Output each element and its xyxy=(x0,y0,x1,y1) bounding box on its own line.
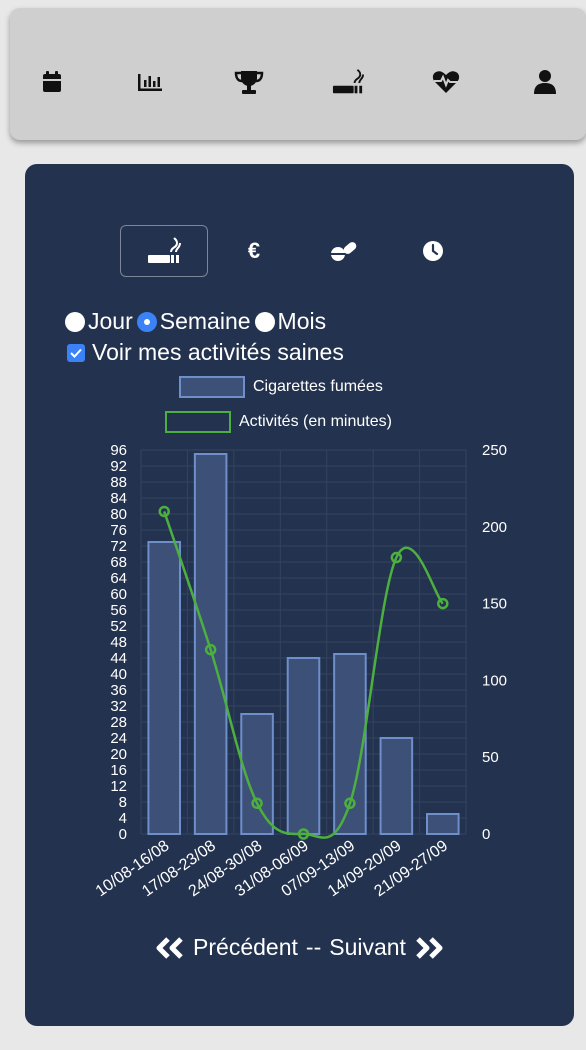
euro-icon: € xyxy=(247,238,261,263)
bar-chart-icon[interactable] xyxy=(134,66,166,98)
tab-medication[interactable] xyxy=(300,225,388,277)
y-left-tick-label: 4 xyxy=(119,810,127,827)
y-left-tick-label: 56 xyxy=(110,602,127,619)
activity-point xyxy=(437,597,449,610)
y-left-tick-label: 12 xyxy=(110,778,127,795)
clock-icon xyxy=(423,241,443,261)
y-right-tick-label: 200 xyxy=(482,519,507,536)
activity-point xyxy=(344,797,356,810)
radio-button-selected[interactable] xyxy=(136,311,157,332)
y-left-tick-label: 60 xyxy=(110,586,127,603)
legend-swatch xyxy=(179,376,245,398)
y-left-tick-label: 80 xyxy=(110,506,127,523)
y-left-tick-label: 36 xyxy=(110,682,127,699)
activity-point xyxy=(297,828,310,840)
y-left-tick-label: 84 xyxy=(110,490,127,507)
y-left-tick-label: 24 xyxy=(110,730,127,747)
legend-label: Activités (en minutes) xyxy=(239,413,392,430)
next-link[interactable]: Suivant xyxy=(329,934,444,961)
radio-semaine[interactable]: Semaine xyxy=(136,308,255,335)
y-left-tick-label: 40 xyxy=(110,666,127,683)
y-right-tick-label: 150 xyxy=(482,596,507,613)
y-left-tick-label: 44 xyxy=(110,650,127,667)
y-left-tick-label: 8 xyxy=(119,794,127,811)
activity-point xyxy=(390,551,403,564)
tab-cigarettes[interactable] xyxy=(120,225,208,277)
chevrons-right-icon xyxy=(416,936,443,959)
radio-jour[interactable]: Jour xyxy=(65,308,137,335)
y-left-tick-label: 52 xyxy=(110,618,127,635)
smoking-icon[interactable] xyxy=(332,66,364,98)
activity-point xyxy=(251,797,263,810)
weekly-chart: 0481216202428323640444852566064687276808… xyxy=(93,442,507,900)
bar xyxy=(426,813,460,835)
period-selector: Jour Semaine Mois xyxy=(65,308,330,335)
bar xyxy=(286,657,321,835)
y-right-tick-label: 50 xyxy=(482,749,499,766)
y-left-tick-label: 28 xyxy=(110,714,127,731)
chevrons-left-icon xyxy=(156,936,183,959)
top-navigation-bar xyxy=(10,8,586,140)
radio-label-jour: Jour xyxy=(88,308,133,334)
y-left-tick-label: 48 xyxy=(110,634,127,651)
heartbeat-icon[interactable] xyxy=(430,66,462,98)
radio-button[interactable] xyxy=(254,311,275,332)
calendar-icon[interactable] xyxy=(36,66,68,98)
y-left-tick-label: 96 xyxy=(110,442,127,459)
y-left-tick-label: 0 xyxy=(119,826,127,843)
legend-item-cigarettes[interactable]: Cigarettes fumées xyxy=(179,376,383,398)
smoking-icon xyxy=(148,237,181,263)
y-left-tick-label: 76 xyxy=(110,522,127,539)
tab-time[interactable] xyxy=(389,225,477,277)
previous-link[interactable]: Précédent xyxy=(155,934,298,961)
y-left-tick-label: 72 xyxy=(110,538,127,555)
trophy-icon[interactable] xyxy=(233,66,265,98)
y-left-tick-label: 64 xyxy=(110,570,127,587)
next-label: Suivant xyxy=(329,934,406,960)
activity-line xyxy=(163,511,444,839)
user-icon[interactable] xyxy=(529,66,561,98)
activity-point xyxy=(158,505,170,518)
pager-separator: -- xyxy=(305,934,322,960)
checkbox-label: Voir mes activités saines xyxy=(92,339,344,365)
statistics-card: € Jour Semaine Mois xyxy=(25,164,574,1026)
y-left-tick-label: 68 xyxy=(110,554,127,571)
legend-item-activities[interactable]: Activités (en minutes) xyxy=(165,411,392,433)
legend-swatch xyxy=(165,411,231,433)
y-right-tick-label: 100 xyxy=(482,672,507,689)
legend-label: Cigarettes fumées xyxy=(253,378,383,395)
check-icon xyxy=(70,348,82,358)
radio-label-semaine: Semaine xyxy=(159,308,251,334)
y-right-tick-label: 250 xyxy=(482,442,507,459)
radio-button[interactable] xyxy=(65,311,85,332)
y-left-tick-label: 92 xyxy=(110,458,127,475)
pills-icon xyxy=(331,242,357,261)
radio-mois[interactable]: Mois xyxy=(254,308,331,335)
y-right-tick-label: 0 xyxy=(482,826,490,843)
bar xyxy=(147,541,182,835)
bar xyxy=(333,653,367,835)
bar xyxy=(379,737,414,835)
activity-point xyxy=(204,643,217,656)
healthy-activities-checkbox[interactable]: Voir mes activités saines xyxy=(67,339,344,366)
checkbox[interactable] xyxy=(67,343,85,362)
y-left-tick-label: 32 xyxy=(110,698,127,715)
y-left-tick-label: 16 xyxy=(110,762,127,779)
tab-money[interactable]: € xyxy=(210,225,298,277)
y-left-tick-label: 88 xyxy=(110,474,127,491)
radio-label-mois: Mois xyxy=(277,308,327,334)
y-left-tick-label: 20 xyxy=(110,746,127,763)
previous-label: Précédent xyxy=(193,934,298,960)
pagination: Précédent -- Suivant xyxy=(25,934,574,961)
